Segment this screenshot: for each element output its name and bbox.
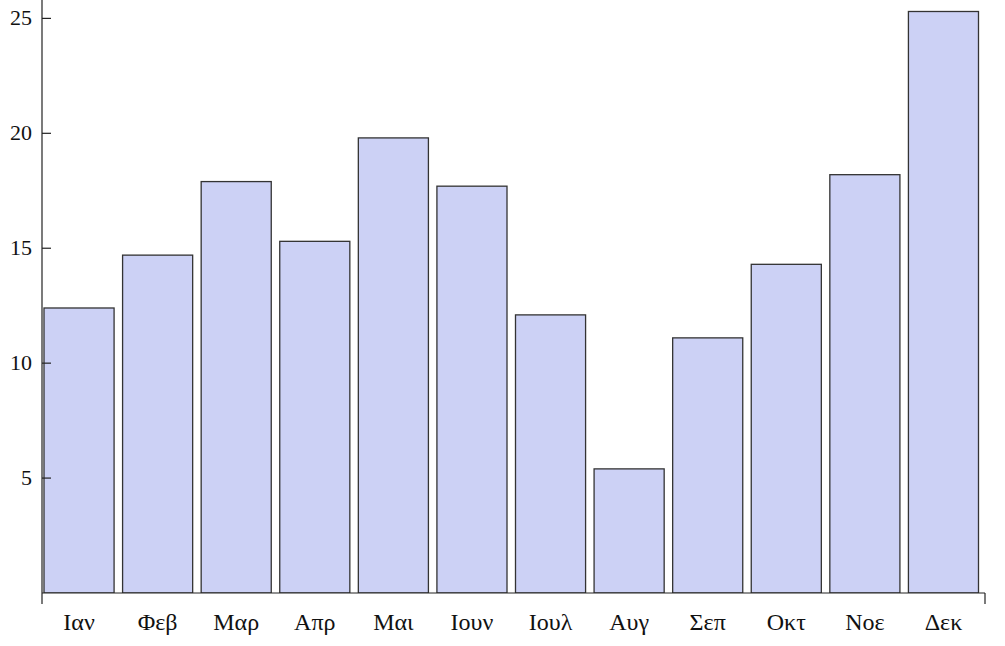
y-tick-label: 5 — [21, 465, 32, 490]
x-tick-label: Ιαν — [63, 609, 95, 635]
y-axis — [41, 0, 42, 593]
x-tick-label: Νοε — [845, 609, 884, 635]
bar — [673, 338, 743, 593]
x-tick-label: Φεβ — [138, 609, 178, 635]
bar — [830, 175, 900, 593]
bars — [44, 11, 979, 593]
bar — [751, 264, 821, 593]
y-tick-label: 20 — [10, 120, 32, 145]
x-axis-end-tick — [41, 593, 42, 604]
x-tick-label: Μαρ — [213, 609, 259, 635]
bar — [44, 308, 114, 593]
x-axis-end-tick — [984, 593, 985, 604]
bar — [908, 11, 978, 593]
bar — [123, 255, 193, 593]
y-tick — [42, 133, 51, 134]
y-tick — [42, 477, 51, 478]
x-tick-label: Απρ — [294, 609, 335, 635]
y-tick-label: 15 — [10, 235, 32, 260]
x-tick-label: Οκτ — [767, 609, 806, 635]
bar — [201, 182, 271, 593]
x-tick-label: Δεκ — [925, 609, 963, 635]
bar — [594, 469, 664, 593]
y-tick-label: 10 — [10, 350, 32, 375]
bar — [280, 241, 350, 593]
chart: 5 10 15 20 25 Ιαν Φεβ Μαρ Απρ Μαι Ιουν Ιουλ Αυγ Σεπ Οκ… — [0, 0, 1005, 646]
x-tick-label: Ιουλ — [529, 609, 573, 635]
y-tick — [42, 248, 51, 249]
x-tick-label: Αυγ — [609, 609, 649, 635]
bar — [358, 138, 428, 593]
x-tick-label: Σεπ — [690, 609, 726, 635]
x-axis — [42, 592, 985, 593]
y-tick-label: 25 — [10, 5, 32, 30]
x-tick-label: Μαι — [373, 609, 414, 635]
bar — [437, 186, 507, 593]
y-tick — [42, 363, 51, 364]
y-tick — [42, 18, 51, 19]
x-tick-label: Ιουν — [451, 609, 494, 635]
bar — [516, 315, 586, 593]
